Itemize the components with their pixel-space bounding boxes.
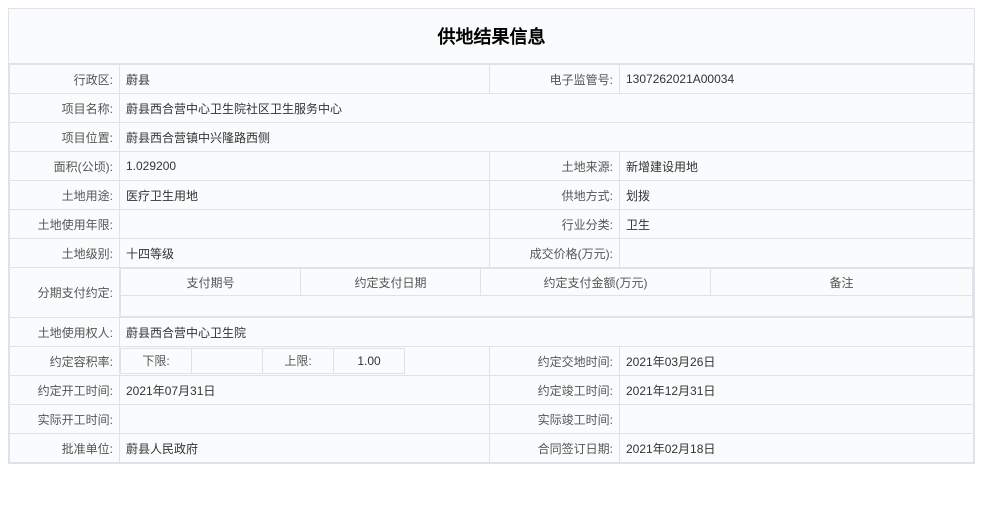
value-use-term <box>120 210 490 239</box>
table-row: 土地级别: 十四等级 成交价格(万元): <box>10 239 974 268</box>
label-supply-mode: 供地方式: <box>490 181 620 210</box>
value-deliv-time: 2021年03月26日 <box>620 347 974 376</box>
ratio-high-value: 1.00 <box>333 348 405 374</box>
label-use-term: 土地使用年限: <box>10 210 120 239</box>
label-pay-agree: 分期支付约定: <box>10 268 120 318</box>
label-industry: 行业分类: <box>490 210 620 239</box>
label-deliv-time: 约定交地时间: <box>490 347 620 376</box>
col-pay-date: 约定支付日期 <box>301 269 481 296</box>
table-row: 约定开工时间: 2021年07月31日 约定竣工时间: 2021年12月31日 <box>10 376 974 405</box>
label-sign-date: 合同签订日期: <box>490 434 620 463</box>
value-proj-loc: 蔚县西合营镇中兴隆路西侧 <box>120 123 974 152</box>
table-row: 分期支付约定: 支付期号 约定支付日期 约定支付金额(万元) 备注 <box>10 268 974 318</box>
value-holder: 蔚县西合营中心卫生院 <box>120 318 974 347</box>
label-start-plan: 约定开工时间: <box>10 376 120 405</box>
label-area: 面积(公顷): <box>10 152 120 181</box>
payment-schedule-cell: 支付期号 约定支付日期 约定支付金额(万元) 备注 <box>120 268 974 318</box>
value-deal-price <box>620 239 974 268</box>
value-land-grade: 十四等级 <box>120 239 490 268</box>
label-district: 行政区: <box>10 65 120 94</box>
table-row: 土地用途: 医疗卫生用地 供地方式: 划拨 <box>10 181 974 210</box>
table-row: 约定容积率: 下限: 上限: 1.00 约定交地时间: 2021年03月26日 <box>10 347 974 376</box>
page-title: 供地结果信息 <box>9 9 974 64</box>
table-row: 实际开工时间: 实际竣工时间: <box>10 405 974 434</box>
label-deal-price: 成交价格(万元): <box>490 239 620 268</box>
payment-empty-row <box>121 296 973 317</box>
value-proj-name: 蔚县西合营中心卫生院社区卫生服务中心 <box>120 94 974 123</box>
payment-schedule-table: 支付期号 约定支付日期 约定支付金额(万元) 备注 <box>120 268 973 317</box>
value-finish-actual <box>620 405 974 434</box>
label-finish-actual: 实际竣工时间: <box>490 405 620 434</box>
value-industry: 卫生 <box>620 210 974 239</box>
value-start-actual <box>120 405 490 434</box>
value-supply-mode: 划拨 <box>620 181 974 210</box>
land-supply-info-panel: 供地结果信息 行政区: 蔚县 电子监管号: 1307262021A00034 项… <box>8 8 975 464</box>
value-sign-date: 2021年02月18日 <box>620 434 974 463</box>
label-emonitor: 电子监管号: <box>490 65 620 94</box>
ratio-low-label: 下限: <box>120 348 192 374</box>
value-area: 1.029200 <box>120 152 490 181</box>
label-start-actual: 实际开工时间: <box>10 405 120 434</box>
value-emonitor: 1307262021A00034 <box>620 65 974 94</box>
table-row: 项目名称: 蔚县西合营中心卫生院社区卫生服务中心 <box>10 94 974 123</box>
table-row: 面积(公顷): 1.029200 土地来源: 新增建设用地 <box>10 152 974 181</box>
payment-header-row: 支付期号 约定支付日期 约定支付金额(万元) 备注 <box>121 269 973 296</box>
ratio-wrap: 下限: 上限: 1.00 <box>120 348 489 374</box>
value-approver: 蔚县人民政府 <box>120 434 490 463</box>
value-land-use: 医疗卫生用地 <box>120 181 490 210</box>
label-holder: 土地使用权人: <box>10 318 120 347</box>
col-pay-no: 支付期号 <box>121 269 301 296</box>
col-pay-amt: 约定支付金额(万元) <box>481 269 711 296</box>
label-land-use: 土地用途: <box>10 181 120 210</box>
table-row: 批准单位: 蔚县人民政府 合同签订日期: 2021年02月18日 <box>10 434 974 463</box>
table-row: 土地使用权人: 蔚县西合营中心卫生院 <box>10 318 974 347</box>
label-land-grade: 土地级别: <box>10 239 120 268</box>
label-proj-name: 项目名称: <box>10 94 120 123</box>
value-start-plan: 2021年07月31日 <box>120 376 490 405</box>
value-finish-plan: 2021年12月31日 <box>620 376 974 405</box>
table-row: 行政区: 蔚县 电子监管号: 1307262021A00034 <box>10 65 974 94</box>
label-finish-plan: 约定竣工时间: <box>490 376 620 405</box>
value-ratio: 下限: 上限: 1.00 <box>120 347 490 376</box>
label-approver: 批准单位: <box>10 434 120 463</box>
ratio-high-label: 上限: <box>262 348 334 374</box>
label-land-source: 土地来源: <box>490 152 620 181</box>
info-table: 行政区: 蔚县 电子监管号: 1307262021A00034 项目名称: 蔚县… <box>9 64 974 463</box>
label-proj-loc: 项目位置: <box>10 123 120 152</box>
table-row: 土地使用年限: 行业分类: 卫生 <box>10 210 974 239</box>
value-land-source: 新增建设用地 <box>620 152 974 181</box>
ratio-low-value <box>191 348 263 374</box>
value-district: 蔚县 <box>120 65 490 94</box>
payment-empty-cell <box>121 296 973 317</box>
col-remark: 备注 <box>711 269 973 296</box>
label-ratio: 约定容积率: <box>10 347 120 376</box>
table-row: 项目位置: 蔚县西合营镇中兴隆路西侧 <box>10 123 974 152</box>
